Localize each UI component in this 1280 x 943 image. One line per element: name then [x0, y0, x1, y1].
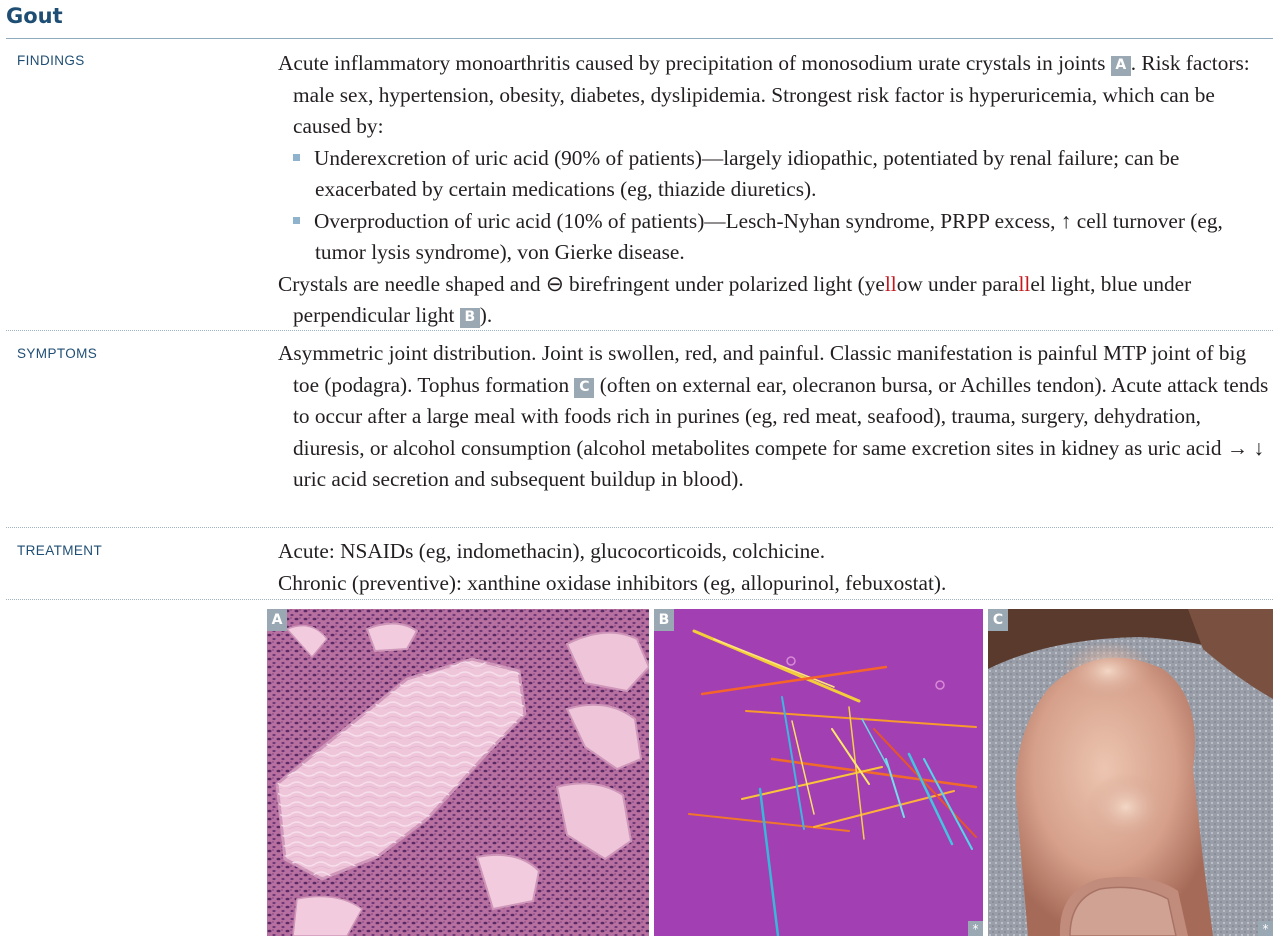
- treatment-text: Acute: NSAIDs (eg, indomethacin), glucoc…: [278, 536, 1270, 599]
- page-title: Gout: [6, 4, 63, 28]
- crystal-image: [654, 609, 983, 936]
- figure-ref-c-badge[interactable]: C: [574, 377, 595, 398]
- symptoms-text-part: (often on external ear, olecranon bursa,…: [293, 372, 1269, 492]
- findings-text-part: Acute inflammatory monoarthritis caused …: [278, 51, 1111, 75]
- treatment-label: TREATMENT: [17, 543, 103, 558]
- figure-b-tag: B: [654, 609, 674, 631]
- bullet-square-icon: [293, 153, 300, 161]
- figure-b-credit-mark: *: [968, 921, 983, 936]
- histology-image: [267, 609, 649, 936]
- row-divider: [6, 330, 1273, 331]
- findings-text-part: . Risk factors: male sex, hypertension, …: [293, 51, 1250, 138]
- cause-list: Underexcretion of uric acid (90% of pati…: [278, 143, 1270, 269]
- findings-paragraph-1: Acute inflammatory monoarthritis caused …: [278, 48, 1270, 143]
- figure-b-crystals[interactable]: B *: [654, 609, 983, 936]
- row-divider: [6, 527, 1273, 528]
- symptoms-paragraph: Asymmetric joint distribution. Joint is …: [278, 338, 1270, 496]
- figure-a-histology[interactable]: A: [267, 609, 649, 936]
- treatment-line-chronic: Chronic (preventive): xanthine oxidase i…: [278, 570, 947, 595]
- list-item-text: Underexcretion of uric acid (90% of pati…: [314, 145, 1180, 202]
- treatment-line-acute: Acute: NSAIDs (eg, indomethacin), glucoc…: [278, 539, 826, 563]
- list-item: Overproduction of uric acid (10% of pati…: [293, 206, 1270, 269]
- findings-text-part: Crystals are needle shaped and ⊖ birefri…: [278, 271, 885, 296]
- findings-text: Acute inflammatory monoarthritis caused …: [278, 48, 1270, 332]
- figure-c-credit-mark: *: [1258, 921, 1273, 936]
- tophus-image: [988, 609, 1273, 936]
- symptoms-label: SYMPTOMS: [17, 346, 98, 361]
- title-rule: [6, 38, 1273, 39]
- figure-c-tag: C: [988, 609, 1008, 631]
- bullet-square-icon: [293, 216, 300, 224]
- list-item: Underexcretion of uric acid (90% of pati…: [293, 143, 1270, 206]
- highlight-text: ll: [884, 271, 897, 296]
- findings-label: FINDINGS: [17, 53, 85, 68]
- row-divider: [6, 599, 1273, 600]
- findings-text-part: ow under para: [896, 271, 1019, 296]
- findings-text-part: ).: [479, 303, 493, 327]
- figure-ref-a-badge[interactable]: A: [1110, 56, 1131, 76]
- findings-text-part: el light, blue under perpendicular light: [293, 271, 1192, 328]
- highlight-text: ll: [1018, 271, 1031, 296]
- figure-a-tag: A: [267, 609, 287, 631]
- symptoms-text-part: Asymmetric joint distribution. Joint is …: [278, 341, 1247, 397]
- figure-c-tophus[interactable]: C *: [988, 609, 1273, 936]
- list-item-text: Overproduction of uric acid (10% of pati…: [314, 208, 1223, 265]
- symptoms-text: Asymmetric joint distribution. Joint is …: [278, 338, 1270, 496]
- figure-ref-b-badge[interactable]: B: [459, 308, 480, 328]
- findings-paragraph-2: Crystals are needle shaped and ⊖ birefri…: [278, 269, 1270, 332]
